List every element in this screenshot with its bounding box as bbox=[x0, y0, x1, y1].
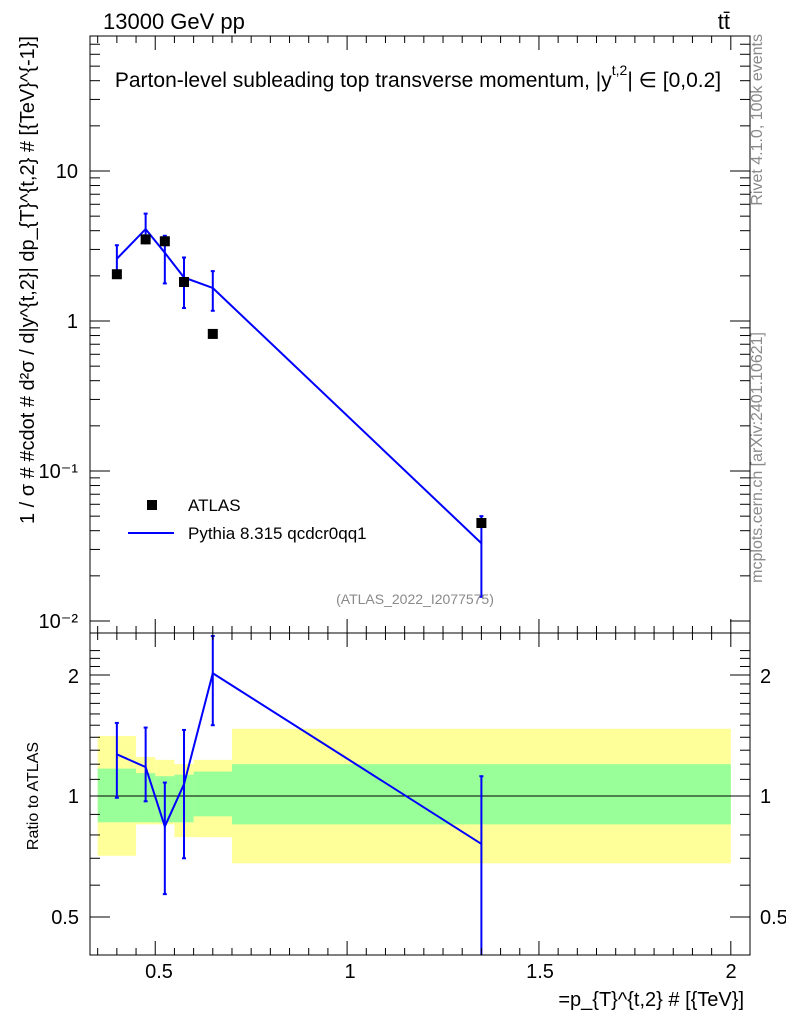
ratio-ytick-label-right-1: 1 bbox=[760, 786, 771, 808]
ytick-label-0p01: 10⁻² bbox=[39, 611, 79, 633]
xtick-label-1p5: 1.5 bbox=[526, 961, 554, 983]
data-point bbox=[476, 518, 487, 529]
main-plot bbox=[89, 35, 751, 634]
ratio-plot-ticks bbox=[90, 633, 750, 955]
analysis-id: (ATLAS_2022_I2077575) bbox=[336, 591, 494, 607]
ytick-label-0p1: 10⁻¹ bbox=[39, 461, 79, 483]
data-point bbox=[179, 276, 190, 287]
xtick-label-2: 2 bbox=[725, 961, 736, 983]
data-point bbox=[159, 236, 170, 247]
chart-title-suffix: | ∈ [0,0.2] bbox=[627, 69, 721, 92]
legend-data-marker bbox=[147, 500, 157, 510]
data-point bbox=[207, 328, 218, 339]
x-axis-label: =p_{T}^{t,2} # [{TeV}] bbox=[558, 989, 744, 1011]
main-plot-frame bbox=[89, 35, 751, 634]
ratio-mc-line bbox=[116, 671, 482, 845]
data-point bbox=[140, 234, 151, 245]
legend: ATLAS Pythia 8.315 qcdcr0qq1 bbox=[128, 496, 367, 543]
legend-label-atlas: ATLAS bbox=[188, 496, 241, 515]
ratio-ytick-label-right-2: 2 bbox=[760, 666, 771, 688]
rivet-label: Rivet 4.1.0, 100k events bbox=[749, 34, 766, 206]
chart-title: Parton-level subleading top transverse m… bbox=[115, 62, 721, 92]
mc-line bbox=[116, 227, 483, 544]
ratio-ytick-label-2: 2 bbox=[68, 666, 79, 688]
xtick-label-1: 1 bbox=[344, 961, 355, 983]
ratio-ytick-label-right-0p5: 0.5 bbox=[760, 907, 786, 929]
ratio-ylabel: Ratio to ATLAS bbox=[25, 742, 42, 850]
main-ylabel: 1 / σ # #cdot # d²σ / d|y^{t,2}| dp_{T}^… bbox=[17, 36, 39, 524]
data-point bbox=[111, 269, 122, 280]
xtick-label-0p5: 0.5 bbox=[145, 961, 173, 983]
chart-title-main: Parton-level subleading top transverse m… bbox=[115, 69, 612, 92]
ratio-plot bbox=[89, 632, 751, 956]
process-label: tt̄ bbox=[718, 9, 730, 34]
legend-label-mc: Pythia 8.315 qcdcr0qq1 bbox=[188, 524, 367, 543]
ratio-band-inner bbox=[193, 771, 232, 817]
ratio-ytick-label-0p5: 0.5 bbox=[51, 907, 79, 929]
main-plot-ticks bbox=[90, 36, 750, 633]
ratio-plot-frame bbox=[89, 632, 751, 956]
energy-label: 13000 GeV pp bbox=[103, 9, 245, 34]
ytick-label-1: 1 bbox=[67, 311, 78, 333]
chart-title-sup: t,2 bbox=[612, 62, 628, 78]
ratio-ytick-label-1: 1 bbox=[68, 786, 79, 808]
ytick-label-10: 10 bbox=[56, 161, 78, 183]
source-label: mcplots.cern.ch [arXiv:2401.10621] bbox=[749, 332, 766, 583]
